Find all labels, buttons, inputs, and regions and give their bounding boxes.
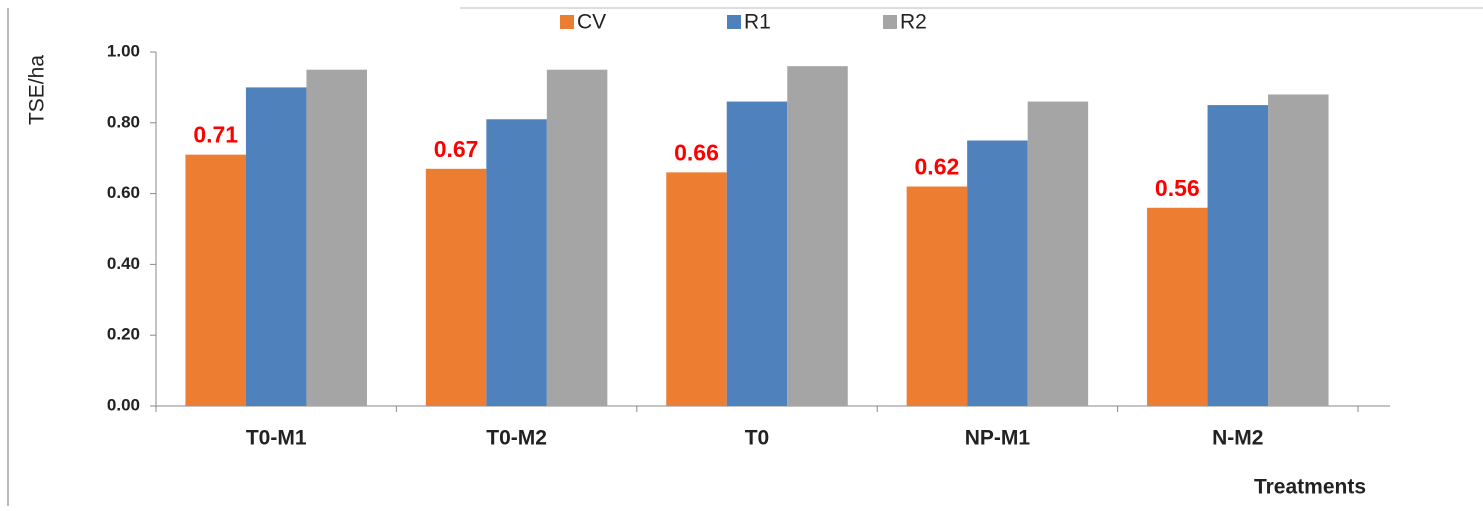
y-axis-title: TSE/ha [26, 55, 49, 125]
bar [1268, 94, 1329, 406]
data-label: 0.62 [915, 154, 960, 180]
bar [1147, 207, 1208, 406]
legend-swatch [883, 15, 897, 29]
data-label: 0.67 [434, 136, 479, 162]
legend-label: R1 [744, 11, 771, 34]
bar [185, 154, 246, 406]
x-tick-label: T0-M1 [246, 427, 307, 450]
y-tick-label: 0.60 [107, 183, 140, 202]
x-tick-label: T0 [745, 427, 770, 450]
bar [787, 66, 848, 406]
y-tick-label: 0.20 [107, 325, 140, 344]
legend-swatch [727, 15, 741, 29]
x-axis-title: Treatments [1254, 476, 1366, 499]
data-label: 0.66 [674, 139, 719, 165]
bar [486, 119, 547, 406]
bar [726, 101, 788, 406]
y-tick-label: 0.00 [107, 395, 140, 414]
data-label: 0.71 [193, 122, 238, 148]
bar [1027, 101, 1089, 406]
bar [666, 172, 727, 406]
bar [967, 140, 1028, 406]
data-label: 0.56 [1155, 175, 1200, 201]
bar [906, 186, 968, 406]
y-tick-label: 1.00 [107, 41, 140, 60]
bar [306, 69, 367, 406]
legend-label: R2 [900, 11, 927, 34]
bar [546, 69, 608, 406]
legend-label: CV [577, 11, 606, 34]
x-tick-label: NP-M1 [965, 427, 1031, 450]
x-tick-label: N-M2 [1212, 427, 1263, 450]
y-tick-label: 0.80 [107, 112, 140, 131]
bar [425, 168, 487, 406]
bar [245, 87, 307, 407]
bar [1207, 105, 1269, 406]
legend-swatch [560, 15, 574, 29]
x-tick-label: T0-M2 [486, 427, 547, 450]
y-tick-label: 0.40 [107, 254, 140, 273]
